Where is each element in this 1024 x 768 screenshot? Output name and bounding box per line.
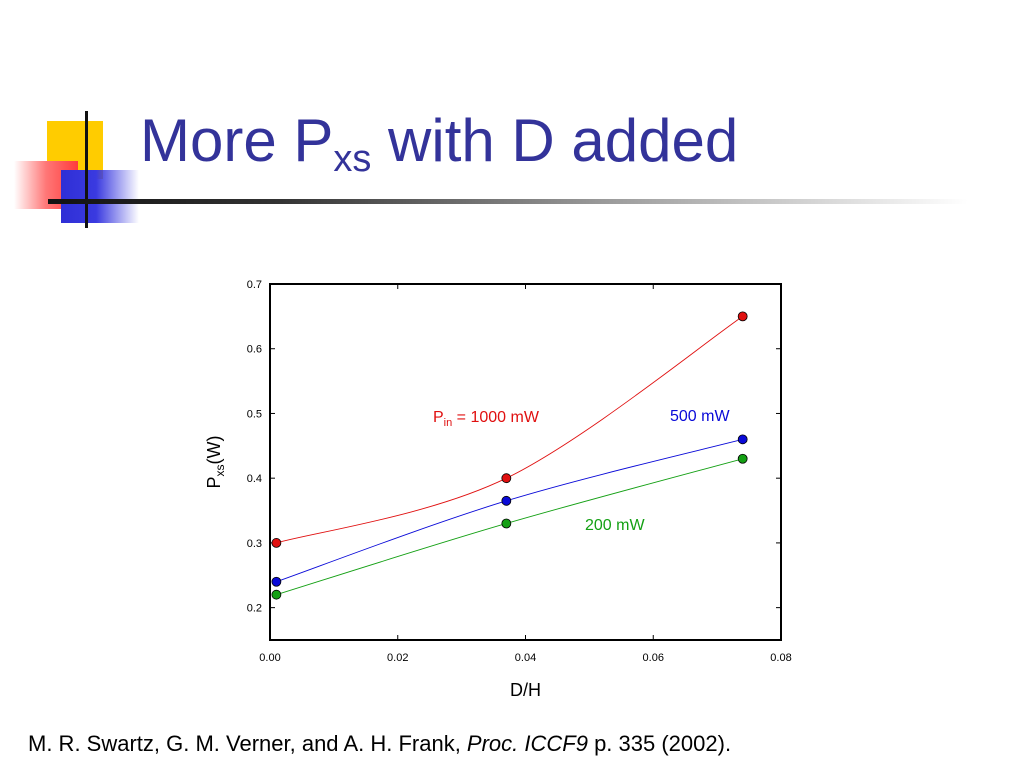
slide-title: More Pxs with D added <box>140 108 738 181</box>
citation-journal: Proc. ICCF9 <box>466 731 588 756</box>
plot-frame <box>269 283 782 641</box>
data-point <box>737 434 748 445</box>
y-tick-label: 0.6 <box>247 344 262 356</box>
data-point <box>271 589 282 600</box>
data-point <box>501 495 512 506</box>
x-axis-label: D/H <box>510 680 541 700</box>
x-tick-label: 0.00 <box>259 652 280 664</box>
title-main: More P <box>140 107 334 174</box>
y-tick-label: 0.7 <box>247 279 262 291</box>
citation-authors: M. R. Swartz, G. M. Verner, and A. H. Fr… <box>28 731 467 756</box>
series-label: 200 mW <box>585 517 645 534</box>
logo-blue-square <box>61 170 139 223</box>
data-point <box>737 453 748 464</box>
citation-details: p. 335 (2002). <box>587 731 732 756</box>
citation: M. R. Swartz, G. M. Verner, and A. H. Fr… <box>28 731 731 757</box>
data-point <box>737 311 748 322</box>
title-subscript: xs <box>333 138 372 180</box>
data-point <box>501 518 512 529</box>
x-tick-label: 0.08 <box>770 652 791 664</box>
y-axis-label: Pxs(W) <box>204 436 227 489</box>
logo-vertical-line <box>85 111 88 228</box>
series-line <box>276 315 743 544</box>
x-tick-label: 0.04 <box>515 652 536 664</box>
data-point <box>501 473 512 484</box>
title-rest: with D added <box>371 107 739 174</box>
y-tick-label: 0.2 <box>247 603 262 615</box>
series-label: Pin = 1000 mW <box>433 409 540 429</box>
data-point <box>271 576 282 587</box>
title-underline <box>48 199 968 204</box>
data-point <box>271 538 282 548</box>
series-line <box>276 438 743 583</box>
series-label: 500 mW <box>670 408 730 425</box>
x-tick-label: 0.02 <box>387 652 408 664</box>
corner-logo <box>0 0 150 240</box>
x-tick-label: 0.06 <box>643 652 664 664</box>
y-tick-label: 0.4 <box>247 473 262 485</box>
y-tick-label: 0.5 <box>247 408 262 420</box>
y-tick-label: 0.3 <box>247 538 262 550</box>
